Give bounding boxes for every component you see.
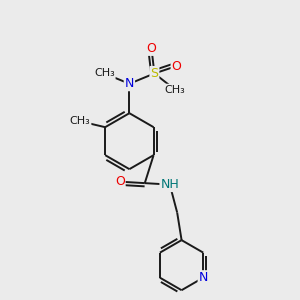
- Text: CH₃: CH₃: [70, 116, 91, 126]
- Text: O: O: [172, 60, 182, 73]
- Text: S: S: [150, 67, 158, 80]
- Text: CH₃: CH₃: [165, 85, 185, 94]
- Text: NH: NH: [160, 178, 179, 191]
- Text: O: O: [115, 175, 125, 188]
- Text: O: O: [146, 42, 156, 55]
- Text: N: N: [199, 271, 208, 284]
- Text: CH₃: CH₃: [94, 68, 115, 78]
- Text: N: N: [125, 77, 134, 90]
